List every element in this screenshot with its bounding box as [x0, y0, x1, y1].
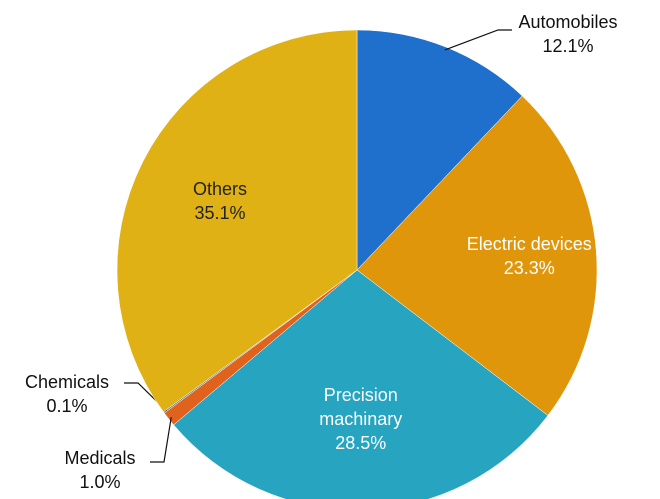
slice-name: Chemicals	[24, 372, 110, 392]
slice-name: Precision machinary	[319, 384, 403, 429]
slice-label: Electric devices 23.3%	[434, 232, 624, 280]
slice-value: 1.0%	[79, 472, 121, 492]
slice-label: Others 35.1%	[160, 177, 280, 225]
slice-value: 28.5%	[335, 432, 387, 453]
slice-value: 23.3%	[503, 258, 555, 279]
slice-name: Automobiles	[518, 12, 618, 32]
slice-label: Medicals 1.0%	[45, 446, 155, 494]
slice-value: 0.1%	[46, 396, 88, 416]
pie-slice	[356, 29, 523, 271]
pie-slice	[173, 269, 549, 499]
leader-line	[444, 29, 512, 51]
slice-value: 35.1%	[194, 202, 246, 223]
slice-label: Automobiles 12.1%	[503, 10, 633, 58]
slice-name: Medicals	[64, 448, 136, 468]
slice-name: Electric devices	[466, 234, 592, 255]
slice-label: Chemicals 0.1%	[12, 370, 122, 418]
pie-slice	[356, 95, 598, 416]
pie-slice	[116, 29, 358, 413]
slice-name: Others	[192, 178, 247, 199]
slice-label: Precision machinary 28.5%	[301, 383, 421, 455]
leader-line	[150, 417, 172, 463]
slice-value: 12.1%	[542, 36, 594, 56]
